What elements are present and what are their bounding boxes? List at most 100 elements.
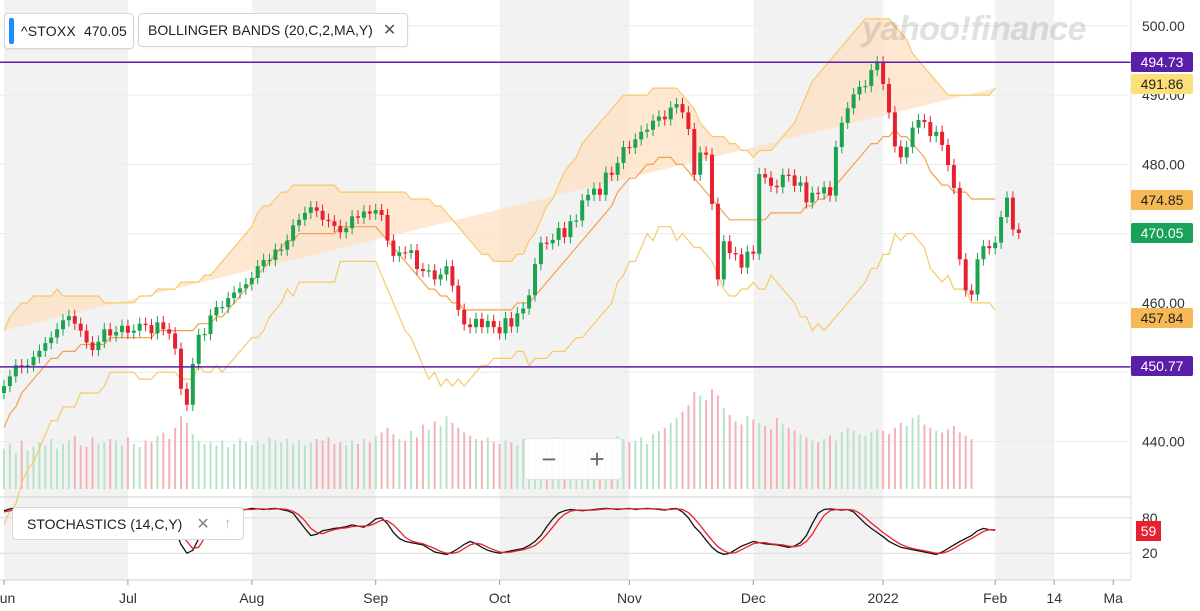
stochastics-chip[interactable]: STOCHASTICS (14,C,Y) ✕ ↑ — [12, 507, 244, 540]
month-shade — [499, 0, 630, 580]
candle-body — [550, 239, 555, 244]
volume-bar — [864, 435, 867, 489]
volume-bar — [457, 427, 460, 489]
volume-bar — [244, 442, 247, 489]
volume-bar — [115, 440, 118, 489]
volume-bar — [716, 395, 719, 489]
candle-body — [651, 120, 655, 130]
volume-bar — [174, 427, 177, 489]
zoom-out-button[interactable]: − — [541, 443, 557, 474]
candle-body — [845, 108, 850, 123]
volume-bar — [416, 437, 418, 489]
candle-body — [963, 259, 968, 291]
candle-body — [102, 329, 107, 342]
bollinger-label: BOLLINGER BANDS (20,C,2,MA,Y) — [148, 22, 373, 38]
candle-body — [438, 274, 443, 280]
candle-body — [196, 334, 201, 364]
candle-body — [479, 318, 484, 328]
bollinger-chip[interactable]: BOLLINGER BANDS (20,C,2,MA,Y) ✕ — [138, 13, 408, 47]
candle-body — [556, 228, 561, 240]
volume-bar — [799, 434, 802, 489]
volume-bar — [787, 427, 790, 489]
candle-body — [456, 285, 461, 310]
candle-body — [297, 219, 301, 226]
candle-body — [474, 318, 478, 328]
candle-body — [279, 249, 284, 251]
candle-body — [314, 207, 319, 211]
volume-bar — [941, 432, 944, 489]
candle-body — [645, 129, 650, 132]
candle-body — [951, 165, 956, 188]
candle-body — [946, 144, 950, 166]
candle-body — [491, 320, 496, 328]
candle-body — [397, 252, 402, 256]
volume-bar — [699, 395, 702, 489]
candle-body — [704, 152, 709, 155]
volume-bar — [233, 443, 236, 489]
stochastics-label: STOCHASTICS (14,C,Y) — [27, 515, 183, 532]
volume-bar — [368, 442, 371, 489]
candle-body — [904, 147, 909, 158]
volume-bar — [8, 443, 11, 489]
candle-body — [544, 242, 549, 244]
x-tick-label: Feb — [983, 590, 1007, 606]
ticker-chip[interactable]: ^STOXX 470.05 — [4, 13, 134, 49]
candle-body — [273, 249, 278, 260]
ticker-symbol: ^STOXX — [21, 23, 76, 39]
candle-body — [43, 343, 48, 351]
volume-bar — [846, 427, 849, 489]
stochastics-value-tag: 59 — [1136, 521, 1161, 541]
volume-bar — [764, 426, 767, 489]
candle-body — [403, 252, 408, 254]
volume-bar — [451, 422, 454, 489]
candle-body — [90, 342, 95, 351]
close-icon[interactable]: ✕ — [382, 22, 397, 39]
candle-body — [155, 322, 160, 334]
x-tick-label: Sep — [363, 590, 388, 606]
candle-body — [202, 334, 207, 336]
volume-bar — [728, 414, 731, 489]
volume-bar — [929, 427, 932, 489]
zoom-in-button[interactable]: + — [589, 443, 605, 474]
candle-body — [497, 327, 502, 334]
volume-bar — [486, 437, 489, 489]
candle-body — [674, 104, 679, 108]
volume-bar — [628, 442, 631, 489]
arrow-up-icon[interactable]: ↑ — [223, 515, 232, 532]
close-icon[interactable]: ✕ — [196, 515, 210, 533]
candle-body — [379, 210, 384, 215]
candle-body — [769, 177, 773, 186]
candle-body — [609, 172, 614, 175]
volume-bar — [522, 439, 525, 489]
volume-bar — [640, 437, 643, 489]
candle-body — [84, 330, 89, 343]
volume-bar — [250, 445, 253, 489]
candle-body — [792, 175, 797, 186]
volume-bar — [144, 440, 147, 489]
volume-bar — [947, 429, 949, 489]
middle-band-price-tag: 474.85 — [1131, 190, 1193, 210]
candle-body — [173, 333, 178, 349]
candle-body — [450, 266, 455, 286]
volume-bar — [150, 442, 153, 489]
candle-body — [887, 83, 891, 113]
candle-body — [656, 116, 661, 121]
candle-body — [131, 330, 136, 333]
volume-bar — [834, 440, 837, 489]
candle-body — [61, 320, 65, 330]
candle-body — [828, 187, 832, 196]
volume-bar — [180, 416, 182, 489]
candle-body — [987, 246, 992, 249]
candle-body — [993, 242, 998, 249]
volume-bar — [775, 418, 778, 489]
candle-body — [409, 250, 414, 254]
candle-body — [668, 107, 673, 120]
volume-bar — [268, 437, 271, 489]
candle-body — [332, 221, 337, 227]
candle-body — [627, 147, 632, 149]
candle-body — [125, 325, 130, 333]
volume-bar — [445, 416, 448, 489]
candle-body — [7, 376, 12, 387]
